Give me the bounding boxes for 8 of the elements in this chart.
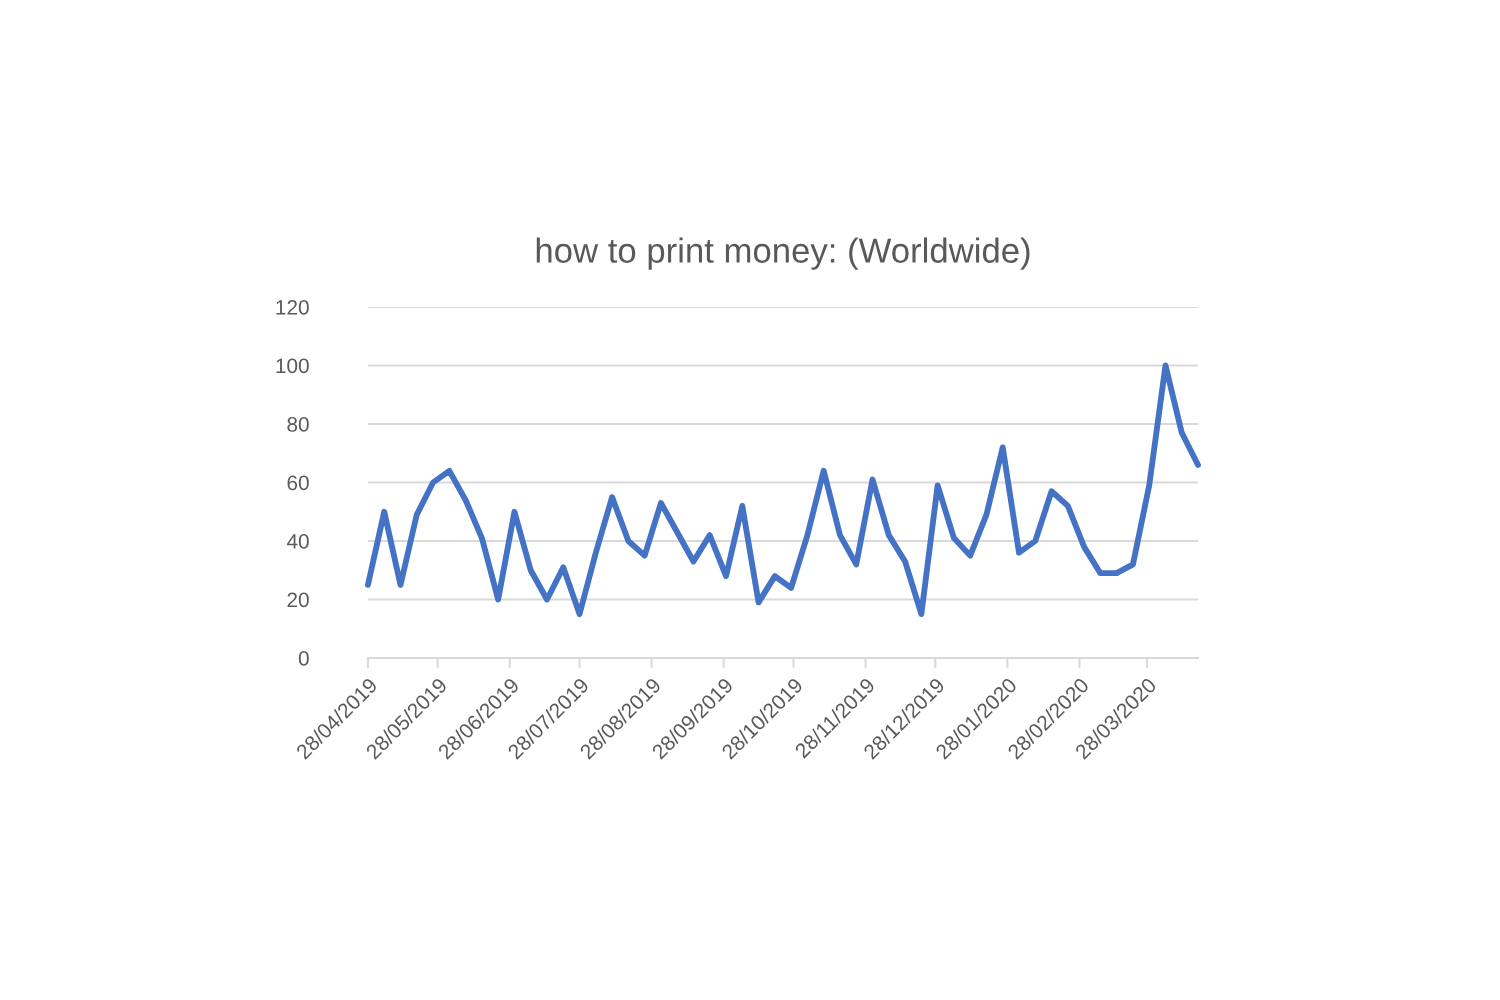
y-tick-label: 20 [287, 592, 309, 608]
y-tick-label: 60 [287, 475, 309, 491]
chart-title: how to print money: (Worldwide) [536, 237, 1030, 270]
y-tick-label: 100 [276, 358, 309, 374]
y-tick-label: 80 [287, 417, 309, 432]
y-tick-label: 120 [276, 300, 309, 315]
y-tick-label: 40 [286, 534, 309, 549]
y-tick-label: 0 [298, 651, 309, 666]
